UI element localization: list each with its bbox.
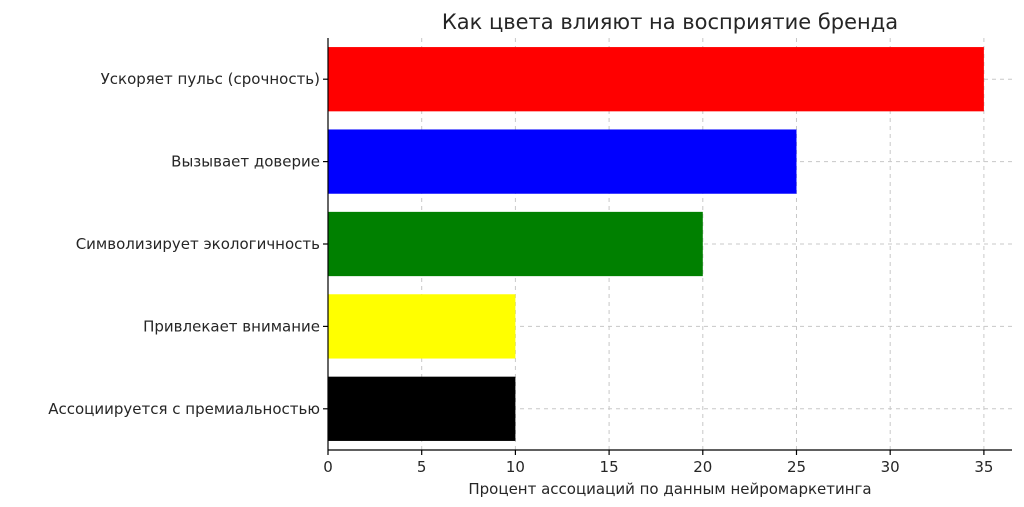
y-tick-label: Привлекает внимание bbox=[143, 317, 320, 335]
x-tick-label: 35 bbox=[974, 458, 993, 476]
chart-title: Как цвета влияют на восприятие бренда bbox=[442, 10, 898, 34]
x-tick-label: 0 bbox=[323, 458, 333, 476]
x-tick-label: 15 bbox=[600, 458, 619, 476]
x-tick-label: 5 bbox=[417, 458, 427, 476]
x-axis-tick-labels: 0 5 10 15 20 25 30 35 bbox=[323, 458, 993, 476]
x-axis-label: Процент ассоциаций по данным нейромаркет… bbox=[468, 480, 871, 498]
y-tick-label: Ускоряет пульс (срочность) bbox=[101, 70, 320, 88]
y-axis-tick-labels: Ускоряет пульс (срочность) Вызывает довер… bbox=[48, 70, 320, 418]
axes bbox=[323, 38, 1012, 455]
bars bbox=[328, 47, 984, 441]
bar-1 bbox=[328, 47, 984, 112]
y-tick-label: Вызывает доверие bbox=[171, 153, 320, 171]
x-tick-label: 10 bbox=[506, 458, 525, 476]
bar-3 bbox=[328, 211, 703, 277]
x-tick-label: 25 bbox=[787, 458, 806, 476]
bar-2 bbox=[328, 129, 797, 194]
bar-5 bbox=[328, 376, 516, 441]
x-tick-label: 20 bbox=[693, 458, 712, 476]
x-tick-label: 30 bbox=[881, 458, 900, 476]
y-tick-label: Ассоциируется с премиальностью bbox=[48, 400, 320, 418]
y-tick-label: Символизирует экологичность bbox=[76, 235, 320, 253]
bar-4 bbox=[328, 294, 516, 359]
